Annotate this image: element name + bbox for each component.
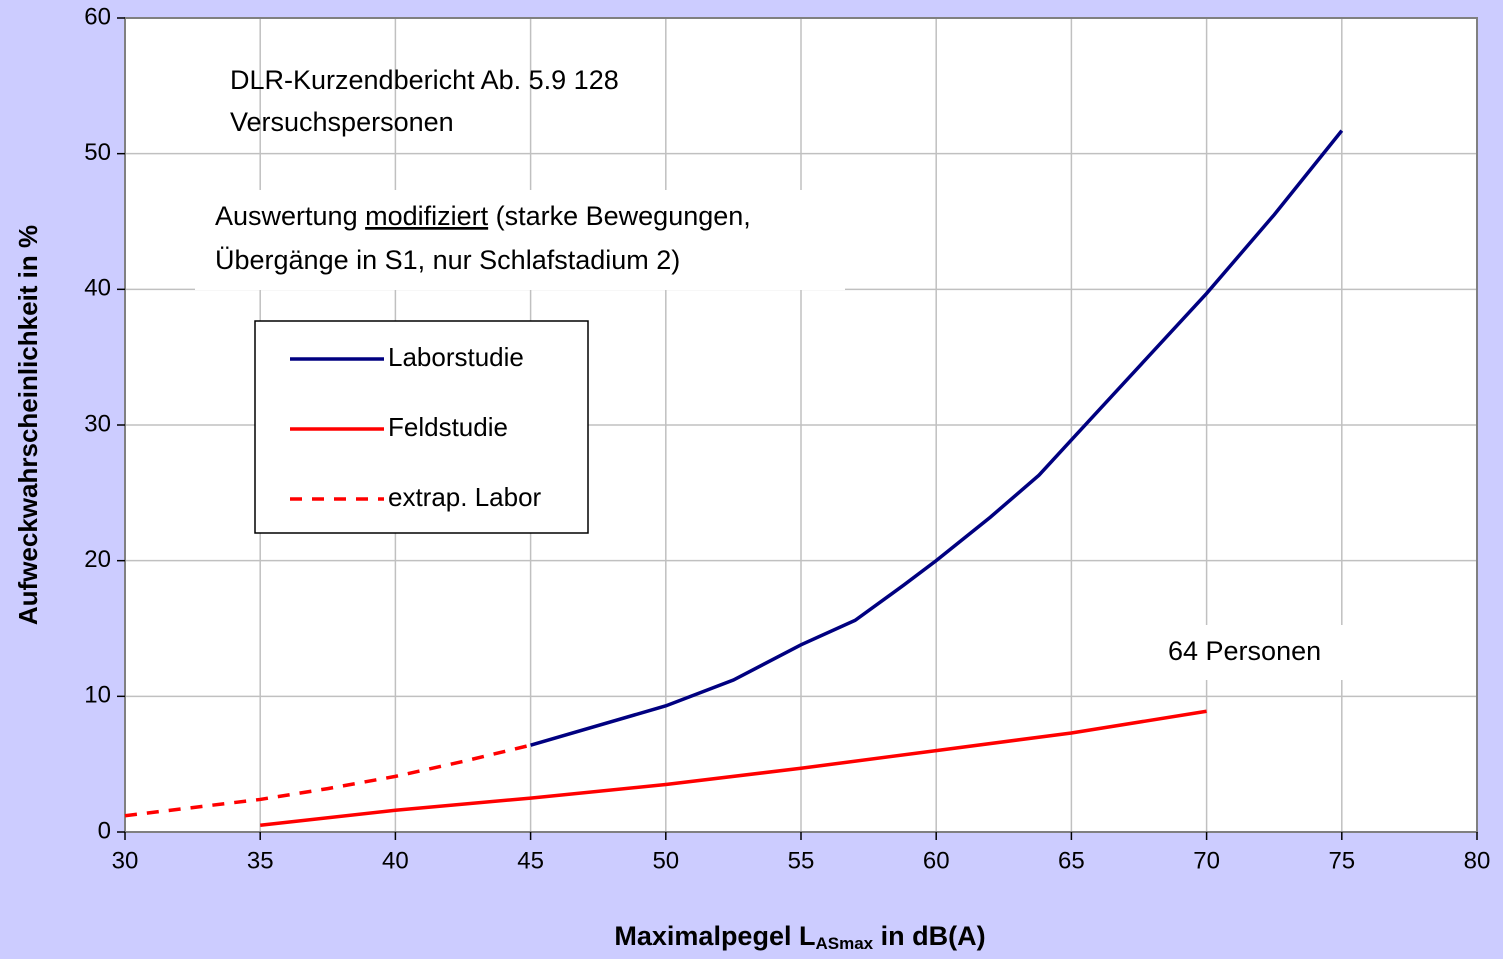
annotation-part: Auswertung — [215, 201, 365, 231]
y-tick-label: 30 — [84, 410, 111, 437]
y-tick-label: 10 — [84, 682, 111, 709]
x-tick-label: 75 — [1328, 847, 1355, 874]
x-tick-label: 65 — [1058, 847, 1085, 874]
x-tick-label: 45 — [517, 847, 544, 874]
legend-label: extrap. Labor — [388, 482, 542, 512]
series-group — [124, 129, 1344, 827]
x-axis-label: Maximalpegel LASmax in dB(A) — [614, 921, 985, 953]
y-tick-label: 0 — [98, 817, 111, 844]
x-tick-label: 70 — [1193, 847, 1220, 874]
legend-label: Feldstudie — [388, 412, 508, 442]
y-axis-label: Aufweckwahrscheinlichkeit in % — [13, 225, 43, 625]
x-tick-label: 30 — [112, 847, 139, 874]
y-tick-label: 50 — [84, 139, 111, 166]
annotation: 64 Personen — [1168, 636, 1321, 666]
x-tick-label: 35 — [247, 847, 274, 874]
series-line — [260, 709, 1207, 827]
legend-items: Laborstudie Feldstudie extrap. Labor — [290, 342, 542, 512]
legend — [254, 320, 589, 534]
y-tick-label: 60 — [84, 3, 111, 30]
x-label-sub: ASmax — [815, 934, 873, 953]
annotation: Auswertung modifiziert (starke Bewegunge… — [215, 201, 751, 231]
x-label-part: in dB(A) — [873, 921, 985, 951]
y-tick-label: 40 — [84, 275, 111, 302]
annotation: Versuchspersonen — [230, 107, 454, 137]
annotation: DLR-Kurzendbericht Ab. 5.9 128 — [230, 65, 619, 95]
series-line — [124, 743, 532, 818]
x-tick-label: 60 — [923, 847, 950, 874]
x-tick-label: 55 — [788, 847, 815, 874]
annotation-part: modifiziert — [365, 201, 489, 231]
x-tick-label: 40 — [382, 847, 409, 874]
y-tick-label: 20 — [84, 546, 111, 573]
x-tick-label: 50 — [652, 847, 679, 874]
annotation-part: (starke Bewegungen, — [488, 201, 751, 231]
x-tick-label: 80 — [1464, 847, 1491, 874]
x-label-part: Maximalpegel L — [614, 921, 815, 951]
series-line — [530, 129, 1344, 747]
legend-label: Laborstudie — [388, 342, 524, 372]
annotation-box — [1150, 625, 1355, 680]
annotation-box — [195, 190, 845, 290]
annotation: Übergänge in S1, nur Schlafstadium 2) — [215, 245, 680, 275]
